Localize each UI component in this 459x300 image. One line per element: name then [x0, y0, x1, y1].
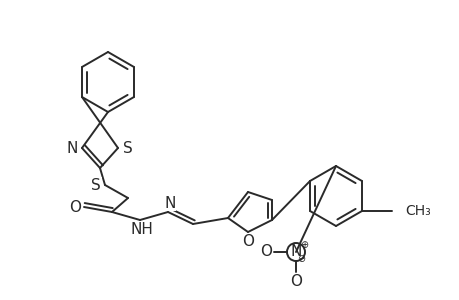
Text: S: S — [123, 140, 133, 155]
Text: S: S — [91, 178, 101, 193]
Text: O: O — [241, 233, 253, 248]
Text: ⊖: ⊖ — [297, 254, 304, 264]
Text: CH₃: CH₃ — [404, 204, 430, 218]
Text: N: N — [290, 244, 301, 260]
Text: ⊕: ⊕ — [299, 240, 308, 250]
Text: NH: NH — [130, 221, 153, 236]
Text: N: N — [164, 196, 175, 211]
Text: O: O — [259, 244, 271, 260]
Text: O: O — [69, 200, 81, 214]
Text: O: O — [289, 274, 302, 289]
Text: N: N — [66, 140, 78, 155]
